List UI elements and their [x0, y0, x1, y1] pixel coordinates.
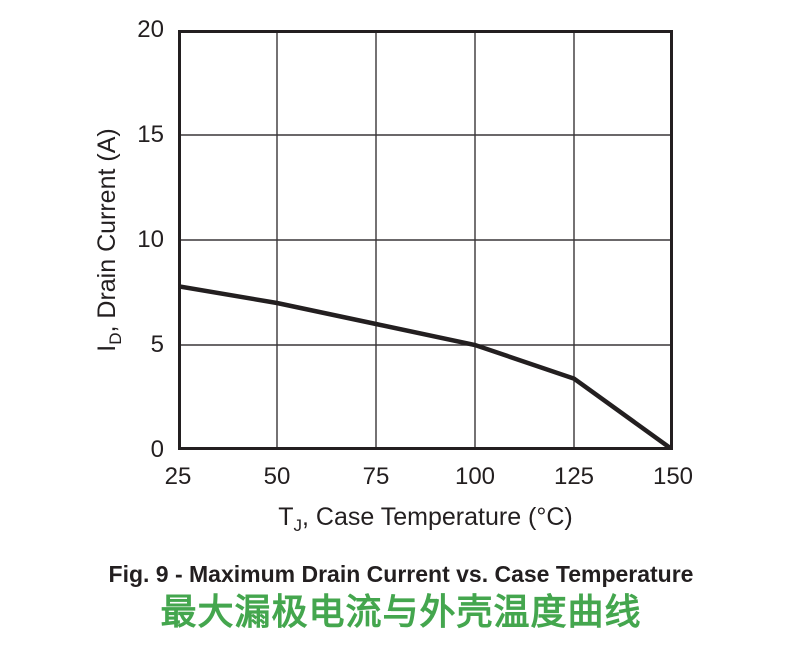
y-tick-label: 20 — [137, 16, 164, 43]
curve-maximum-drain-current — [178, 283, 673, 450]
x-tick-label: 150 — [652, 463, 694, 490]
y-tick-label: 10 — [137, 226, 164, 253]
x-axis-title: TJ, Case Temperature (°C) — [178, 503, 673, 535]
x-tick-label: 50 — [263, 463, 291, 490]
x-tick-label: 100 — [454, 463, 496, 490]
y-tick-label: 0 — [150, 436, 164, 463]
figure-caption-chinese: 最大漏极电流与外壳温度曲线 — [160, 591, 642, 632]
y-tick-label: 15 — [137, 121, 164, 148]
chart-plot-svg — [178, 30, 673, 450]
plot-area — [178, 30, 673, 450]
x-tick-label: 125 — [553, 463, 595, 490]
x-axis-title-subscript: J — [293, 516, 303, 535]
y-tick-label: 5 — [150, 331, 164, 358]
x-tick-label: 75 — [362, 463, 390, 490]
x-axis-title-symbol: T — [278, 503, 294, 531]
x-axis-title-text: , Case Temperature (°C) — [302, 503, 573, 531]
x-tick-label: 25 — [164, 463, 192, 490]
figure-caption: Fig. 9 - Maximum Drain Current vs. Case … — [108, 561, 694, 587]
plot-border — [178, 30, 673, 450]
